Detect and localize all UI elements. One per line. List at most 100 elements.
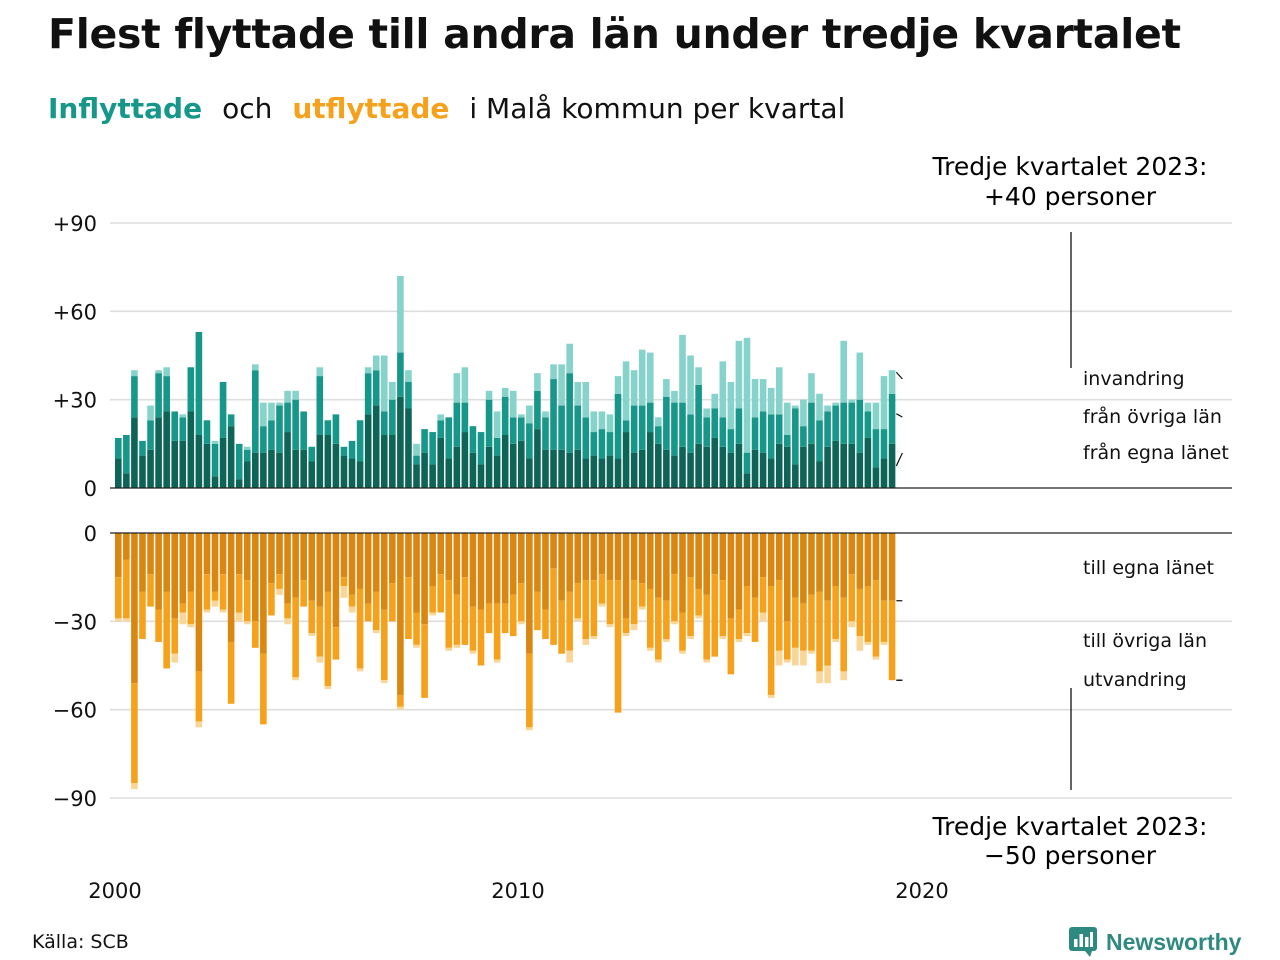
bar-out-other [534, 591, 541, 631]
bar-out-own [227, 533, 235, 642]
bar-out-other [630, 580, 638, 625]
bar-in-own [614, 458, 622, 488]
bar-out-other [308, 600, 316, 634]
bar-in-other [582, 417, 590, 459]
bar-in-other [792, 408, 799, 465]
bar-out-other [252, 621, 259, 648]
bar-out-emig [123, 618, 130, 622]
bar-out-own [864, 533, 872, 586]
bar-out-own [260, 533, 267, 654]
bar-out-own [526, 533, 533, 654]
bar-out-other [735, 609, 743, 639]
bar-in-immig [622, 361, 630, 421]
bar-in-immig [397, 276, 404, 353]
bar-in-immig [252, 364, 259, 371]
bar-in-own [405, 408, 412, 488]
bar-in-immig [663, 379, 670, 397]
bar-out-other [211, 591, 219, 601]
bar-out-own [679, 533, 686, 613]
bar-in-other [751, 417, 759, 450]
bar-out-own [622, 533, 630, 619]
bar-in-other [719, 417, 727, 447]
bar-out-emig [324, 686, 332, 690]
bar-out-emig [638, 606, 646, 610]
bar-in-immig [453, 373, 461, 403]
bar-out-other [340, 577, 348, 586]
bar-in-other [655, 426, 662, 444]
bar-out-emig [429, 612, 436, 616]
bar-in-other [558, 405, 565, 450]
bar-out-other [477, 609, 485, 666]
bar-out-other [574, 583, 582, 619]
bar-out-own [501, 533, 509, 604]
bar-out-other [501, 603, 509, 634]
bar-out-other [743, 586, 751, 634]
bar-out-emig [187, 624, 195, 628]
bar-out-own [671, 533, 678, 575]
bar-in-immig [783, 402, 791, 435]
bar-out-own [614, 533, 622, 581]
bar-in-other [880, 429, 888, 459]
bar-out-own [687, 533, 694, 578]
bar-in-own [800, 446, 807, 488]
bar-out-emig [115, 618, 122, 622]
bar-out-other [485, 603, 493, 634]
bar-in-own [469, 452, 477, 488]
bar-out-other [767, 586, 775, 695]
bar-out-own [719, 533, 727, 581]
bar-out-own [139, 533, 146, 592]
bar-in-immig [260, 402, 267, 427]
bar-in-other [808, 402, 815, 444]
bar-in-own [735, 443, 743, 488]
chart-subtitle: Inflyttade och utflyttade i Malå kommun per… [48, 92, 845, 125]
bar-out-own [316, 533, 324, 607]
bar-in-immig [211, 440, 219, 444]
bar-out-other [235, 574, 243, 613]
y-tick-label: 0 [84, 522, 97, 546]
bar-in-own [703, 446, 710, 488]
bar-in-immig [655, 417, 662, 427]
bar-in-other [606, 432, 614, 456]
bar-out-emig [203, 609, 211, 613]
y-tick-label: +90 [53, 212, 97, 236]
bar-in-other [300, 411, 307, 450]
bar-in-immig [574, 382, 582, 406]
bar-in-other [550, 379, 557, 450]
series-label-leader [896, 413, 903, 418]
bar-out-own [413, 533, 420, 613]
bar-out-emig [832, 639, 839, 642]
bar-out-own [405, 533, 412, 578]
bar-out-other [888, 600, 896, 681]
bar-in-own [816, 461, 823, 488]
bar-in-immig [372, 355, 380, 371]
bar-out-own [800, 533, 807, 604]
bar-in-other [783, 435, 791, 447]
bar-in-own [131, 417, 138, 488]
bar-out-own [389, 533, 396, 584]
bar-in-own [792, 464, 799, 488]
bar-in-other [123, 435, 130, 474]
bar-in-own [598, 458, 606, 488]
bottom-annotation-line1: Tredje kvartalet 2023: [932, 812, 1208, 841]
bar-in-own [501, 435, 509, 488]
bar-out-emig [816, 671, 823, 684]
bar-out-own [856, 533, 864, 589]
chart-title: Flest flyttade till andra län under tred… [48, 10, 1181, 58]
bar-in-immig [808, 373, 815, 403]
bar-out-other [268, 583, 275, 616]
bar-in-own [453, 446, 461, 488]
bar-in-immig [284, 390, 291, 403]
series-label: utvandring [1083, 669, 1187, 691]
bar-in-immig [614, 376, 622, 394]
bar-in-own [526, 458, 533, 488]
bar-in-own [872, 467, 880, 488]
bar-in-other [155, 373, 162, 418]
bar-out-own [493, 533, 501, 604]
bar-in-other [872, 429, 880, 468]
bar-out-emig [663, 639, 670, 642]
bar-in-other [203, 420, 211, 444]
bar-out-own [646, 533, 654, 589]
bar-in-other [663, 396, 670, 450]
brand-logo[interactable]: Newsworthy [1068, 924, 1241, 960]
bar-out-own [171, 533, 179, 619]
